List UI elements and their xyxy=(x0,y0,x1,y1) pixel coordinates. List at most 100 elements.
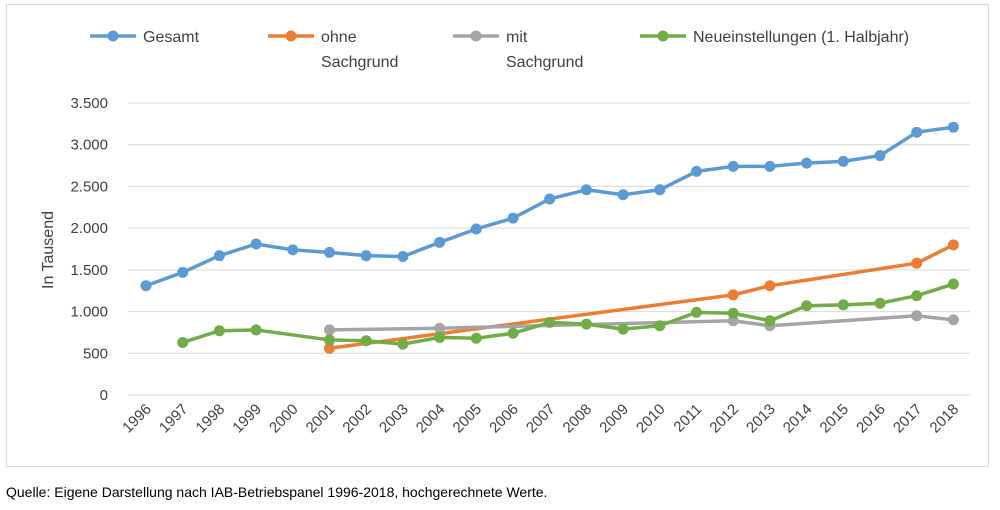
x-tick-label: 2012 xyxy=(706,401,742,437)
legend-label: Sachgrund xyxy=(321,54,398,71)
x-tick-label: 2004 xyxy=(413,401,449,437)
data-point xyxy=(727,289,739,301)
legend-label: mit xyxy=(506,29,528,46)
x-tick-label: 2005 xyxy=(450,401,486,437)
legend-swatch-marker xyxy=(470,30,482,42)
data-point xyxy=(213,250,225,262)
chart-frame xyxy=(6,4,989,467)
x-tick-label: 1999 xyxy=(229,401,265,437)
data-point xyxy=(911,310,923,322)
x-tick-label: 2000 xyxy=(266,401,302,437)
legend-item: mit Sachgrund xyxy=(453,29,583,71)
y-tick-label: 1.500 xyxy=(70,262,108,279)
series-line xyxy=(145,125,954,288)
data-point xyxy=(360,250,372,262)
data-point xyxy=(837,155,849,167)
x-tick-label: 2007 xyxy=(523,401,559,437)
data-point xyxy=(177,336,189,348)
data-point xyxy=(544,193,556,205)
data-point xyxy=(947,121,959,133)
data-point xyxy=(250,238,262,250)
y-axis-ticks: 0 500 1.000 1.500 2.000 2.500 3.000 3.500 xyxy=(70,95,108,404)
x-tick-label: 1997 xyxy=(156,401,192,437)
data-point xyxy=(177,266,189,278)
x-tick-label: 2013 xyxy=(743,401,779,437)
x-tick-label: 1998 xyxy=(193,401,229,437)
x-tick-label: 2006 xyxy=(486,401,522,437)
data-point xyxy=(764,160,776,172)
data-point xyxy=(434,331,446,343)
data-point xyxy=(947,239,959,251)
data-point xyxy=(801,300,813,312)
x-tick-label: 2010 xyxy=(633,401,669,437)
data-point xyxy=(397,251,409,263)
x-tick-label: 2014 xyxy=(780,401,816,437)
data-point xyxy=(727,160,739,172)
data-point xyxy=(470,223,482,235)
data-point xyxy=(874,150,886,162)
legend-label: Neueinstellungen (1. Halbjahr) xyxy=(693,29,909,46)
data-point xyxy=(250,324,262,336)
data-point xyxy=(324,334,335,346)
data-point xyxy=(140,280,152,292)
data-point xyxy=(947,314,959,326)
x-tick-label: 2008 xyxy=(560,401,596,437)
data-point xyxy=(324,342,335,354)
line-chart: Gesamt ohne Sachgrund mit Sachgrund Neueinste… xyxy=(40,29,970,437)
series-line xyxy=(329,243,955,351)
data-point xyxy=(507,212,519,224)
data-point xyxy=(397,338,409,350)
data-point xyxy=(213,325,225,337)
data-point xyxy=(507,327,519,339)
series-3 xyxy=(177,278,959,350)
data-point xyxy=(764,280,776,292)
data-point xyxy=(617,189,629,201)
data-point xyxy=(360,335,372,347)
legend-swatch-marker xyxy=(285,30,297,42)
x-tick-label: 2011 xyxy=(670,401,705,436)
data-point xyxy=(580,184,592,196)
data-point xyxy=(580,318,592,330)
legend-swatch-marker xyxy=(107,30,119,42)
series-2 xyxy=(324,310,959,336)
data-point xyxy=(764,315,776,327)
data-point xyxy=(434,236,446,248)
chart-series-layer xyxy=(140,121,959,354)
x-tick-label: 2017 xyxy=(890,401,926,437)
x-tick-label: 2016 xyxy=(853,401,889,437)
x-axis-ticks: 1996 1997 1998 1999 2000 2001 2002 2003 2004 2005… xyxy=(119,401,962,437)
x-tick-label: 2009 xyxy=(596,401,632,437)
data-point xyxy=(287,244,299,256)
legend-label: Sachgrund xyxy=(506,54,583,71)
chart-legend: Gesamt ohne Sachgrund mit Sachgrund Neueinste… xyxy=(90,29,909,71)
y-tick-label: 2.000 xyxy=(70,220,108,237)
data-point xyxy=(691,165,702,177)
legend-item: ohne Sachgrund xyxy=(268,29,398,71)
legend-label: ohne xyxy=(321,29,357,46)
data-point xyxy=(874,297,886,309)
data-point xyxy=(544,316,556,328)
data-point xyxy=(801,157,813,169)
data-point xyxy=(324,246,335,258)
series-1 xyxy=(324,239,959,354)
legend-label: Gesamt xyxy=(143,29,200,46)
series-line xyxy=(182,282,954,346)
x-tick-label: 2018 xyxy=(927,401,963,437)
legend-swatch-marker xyxy=(657,30,669,42)
data-point xyxy=(324,324,335,336)
source-note: Quelle: Eigene Darstellung nach IAB-Betr… xyxy=(6,484,548,500)
data-point xyxy=(837,299,849,311)
y-tick-label: 2.500 xyxy=(70,178,108,195)
data-point xyxy=(911,257,923,269)
y-tick-label: 3.000 xyxy=(70,137,108,154)
chart-gridlines xyxy=(128,102,970,396)
x-tick-label: 1996 xyxy=(119,401,155,437)
data-point xyxy=(470,332,482,344)
y-tick-label: 3.500 xyxy=(70,95,108,112)
x-tick-label: 2015 xyxy=(817,401,853,437)
y-axis-label: In Tausend xyxy=(40,211,57,289)
data-point xyxy=(654,184,666,196)
legend-item: Neueinstellungen (1. Halbjahr) xyxy=(640,29,909,46)
data-point xyxy=(947,278,959,290)
data-point xyxy=(911,126,923,138)
